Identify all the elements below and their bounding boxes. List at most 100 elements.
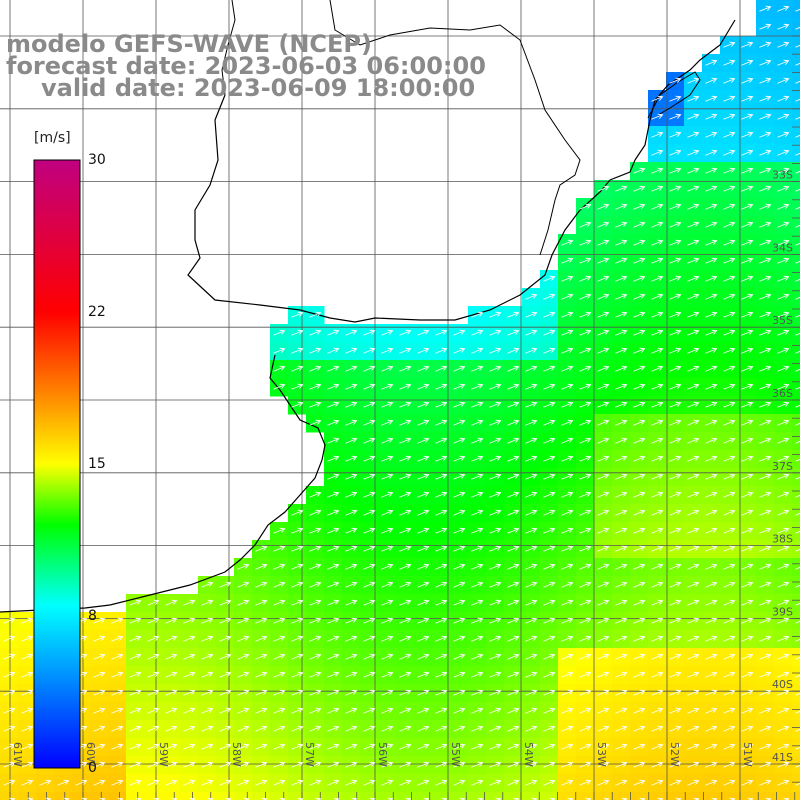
wind-arrow	[219, 635, 232, 642]
wind-arrow	[687, 779, 700, 786]
wind-arrow	[633, 707, 646, 714]
wind-arrow	[327, 365, 340, 372]
wind-arrow	[543, 455, 556, 462]
wind-arrow	[615, 743, 628, 750]
wind-arrow	[111, 653, 124, 660]
wind-arrow	[237, 743, 250, 750]
wind-arrows	[3, 5, 800, 800]
wind-arrow	[489, 599, 502, 606]
wind-arrow	[723, 761, 736, 768]
wind-arrow	[381, 509, 394, 516]
wind-arrow	[723, 491, 736, 498]
wind-arrow	[273, 365, 286, 372]
wind-arrow	[633, 689, 646, 696]
wind-arrow	[579, 761, 592, 768]
wind-arrow	[345, 779, 358, 786]
wind-arrow	[111, 671, 124, 678]
wind-arrow	[3, 707, 16, 714]
wind-arrow	[399, 779, 412, 786]
wind-arrow	[147, 743, 160, 750]
wind-arrow	[777, 275, 790, 282]
wind-arrow	[579, 581, 592, 588]
wind-arrow	[723, 329, 736, 336]
wind-arrow	[219, 689, 232, 696]
wind-arrow	[183, 635, 196, 642]
wind-arrow	[723, 95, 736, 102]
wind-arrow	[669, 509, 682, 516]
wind-arrow	[741, 167, 754, 174]
wind-arrow	[39, 779, 52, 786]
wind-arrow	[561, 725, 574, 732]
wind-arrow	[507, 725, 520, 732]
wind-cell	[792, 252, 800, 271]
wind-arrow	[777, 437, 790, 444]
wind-arrow	[651, 185, 664, 192]
wind-arrow	[543, 545, 556, 552]
wind-arrow	[687, 221, 700, 228]
wind-arrow	[597, 779, 610, 786]
wind-arrow	[435, 365, 448, 372]
wind-arrow	[525, 545, 538, 552]
wind-arrow	[525, 563, 538, 570]
wind-arrow	[741, 221, 754, 228]
wind-arrow	[561, 545, 574, 552]
wind-arrow	[687, 149, 700, 156]
wind-arrow	[795, 476, 800, 480]
wind-arrow	[669, 473, 682, 480]
wind-cell	[738, 792, 757, 800]
wind-arrow	[633, 725, 646, 732]
wind-arrow	[795, 260, 800, 264]
wind-arrow	[741, 545, 754, 552]
wind-arrow	[543, 527, 556, 534]
wind-arrow	[777, 149, 790, 156]
wind-cell	[792, 792, 800, 800]
wind-arrow	[399, 581, 412, 588]
wind-arrow	[579, 239, 592, 246]
wind-arrow	[435, 491, 448, 498]
wind-arrow	[579, 635, 592, 642]
wind-arrow	[759, 671, 772, 678]
wind-arrow	[795, 422, 800, 426]
wind-arrow	[651, 761, 664, 768]
wind-arrow	[291, 761, 304, 768]
wind-cell	[792, 0, 800, 19]
longitude-label: 57W	[303, 742, 316, 767]
wind-arrow	[165, 653, 178, 660]
wind-arrow	[471, 311, 484, 318]
wind-arrow	[525, 365, 538, 372]
wind-arrow	[435, 689, 448, 696]
wind-arrow	[291, 527, 304, 534]
latitude-label: 33S	[772, 169, 793, 182]
wind-arrow	[273, 563, 286, 570]
wind-arrow	[399, 527, 412, 534]
wind-arrow	[489, 581, 502, 588]
wind-arrow	[705, 635, 718, 642]
wind-arrow	[291, 743, 304, 750]
wind-arrow	[525, 707, 538, 714]
wind-arrow	[597, 347, 610, 354]
wind-arrow	[381, 707, 394, 714]
wind-arrow	[669, 365, 682, 372]
wind-arrow	[309, 329, 322, 336]
wind-arrow	[237, 617, 250, 624]
wind-arrow	[363, 581, 376, 588]
wind-arrow	[363, 707, 376, 714]
wind-arrow	[615, 491, 628, 498]
wind-arrow	[327, 743, 340, 750]
wind-arrow	[615, 329, 628, 336]
wind-arrow	[201, 635, 214, 642]
wind-arrow	[705, 149, 718, 156]
wind-arrow	[633, 257, 646, 264]
wind-arrow	[741, 491, 754, 498]
wind-arrow	[687, 401, 700, 408]
wind-arrow	[759, 581, 772, 588]
wind-arrow	[273, 779, 286, 786]
wind-arrow	[435, 383, 448, 390]
wind-arrow	[777, 743, 790, 750]
wind-arrow	[561, 761, 574, 768]
wind-arrow	[363, 365, 376, 372]
wind-arrow	[147, 599, 160, 606]
wind-arrow	[687, 329, 700, 336]
wind-arrow	[723, 743, 736, 750]
wind-arrow	[21, 761, 34, 768]
